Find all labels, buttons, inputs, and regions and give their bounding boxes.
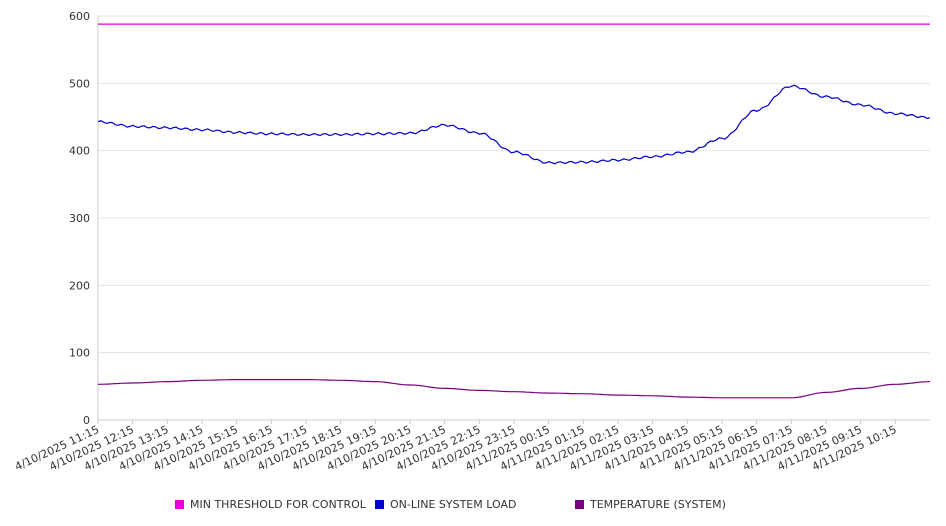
legend-swatch [575, 500, 584, 509]
y-tick-label: 600 [69, 10, 90, 23]
legend-item-temperature[interactable]: TEMPERATURE (SYSTEM) [575, 498, 726, 511]
y-tick-label: 500 [69, 77, 90, 90]
grid-lines [98, 15, 930, 421]
y-tick-label: 0 [83, 414, 90, 427]
series-lines [97, 23, 931, 399]
legend-item-min-threshold[interactable]: MIN THRESHOLD FOR CONTROL [175, 498, 366, 511]
legend-label: ON-LINE SYSTEM LOAD [390, 498, 517, 511]
legend-item-system-load[interactable]: ON-LINE SYSTEM LOAD [375, 498, 516, 511]
series-line-2 [98, 379, 931, 399]
y-axis-ticks: 0 100 200 300 400 500 600 [69, 10, 90, 427]
legend: MIN THRESHOLD FOR CONTROL ON-LINE SYSTEM… [0, 498, 946, 514]
legend-label: TEMPERATURE (SYSTEM) [590, 498, 726, 511]
y-tick-label: 400 [69, 145, 90, 158]
y-tick-label: 200 [69, 279, 90, 292]
x-axis-ticks: 4/10/2025 11:154/10/2025 12:154/10/2025 … [13, 420, 899, 473]
y-tick-label: 300 [69, 212, 90, 225]
y-tick-label: 100 [69, 347, 90, 360]
legend-label: MIN THRESHOLD FOR CONTROL [190, 498, 366, 511]
series-line-1 [97, 84, 931, 165]
legend-swatch [375, 500, 384, 509]
legend-swatch [175, 500, 184, 509]
